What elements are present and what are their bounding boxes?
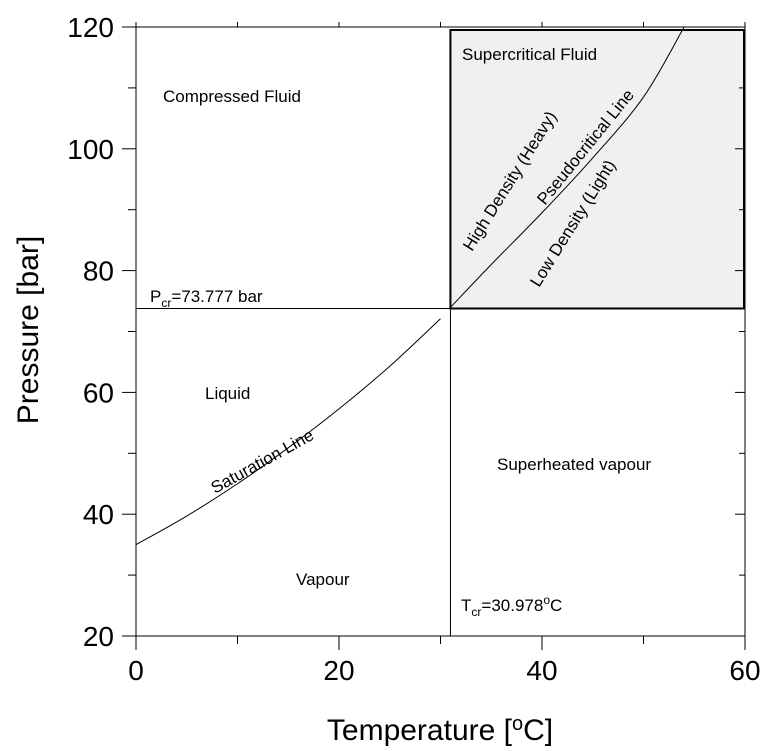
critical-pressure-label: Pcr=73.777 bar xyxy=(150,287,263,310)
saturation-line-label: Saturation Line xyxy=(208,425,317,497)
y-tick-label: 80 xyxy=(83,256,114,287)
y-axis-title: Pressure [bar] xyxy=(12,236,45,424)
axis-ticks: 0 20 40 60 20 40 60 80 100 120 xyxy=(67,12,760,686)
x-axis-title: Temperature [oC] xyxy=(327,713,553,747)
pseudocritical-line xyxy=(450,26,685,308)
critical-temperature-label: Tcr=30.978oC xyxy=(461,593,562,619)
x-tick-label: 0 xyxy=(128,655,144,686)
vapour-label: Vapour xyxy=(296,570,350,589)
x-tick-label: 60 xyxy=(729,655,760,686)
supercritical-fluid-label: Supercritical Fluid xyxy=(462,45,597,64)
y-tick-label: 120 xyxy=(67,12,114,43)
supercritical-region xyxy=(449,29,745,310)
x-tick-label: 20 xyxy=(323,655,354,686)
y-tick-label: 40 xyxy=(83,499,114,530)
superheated-vapour-label: Superheated vapour xyxy=(497,455,651,474)
liquid-label: Liquid xyxy=(205,384,250,403)
compressed-fluid-label: Compressed Fluid xyxy=(163,87,301,106)
x-tick-label: 40 xyxy=(526,655,557,686)
y-tick-label: 60 xyxy=(83,377,114,408)
y-tick-label: 100 xyxy=(67,134,114,165)
y-tick-label: 20 xyxy=(83,621,114,652)
saturation-line xyxy=(135,318,441,546)
